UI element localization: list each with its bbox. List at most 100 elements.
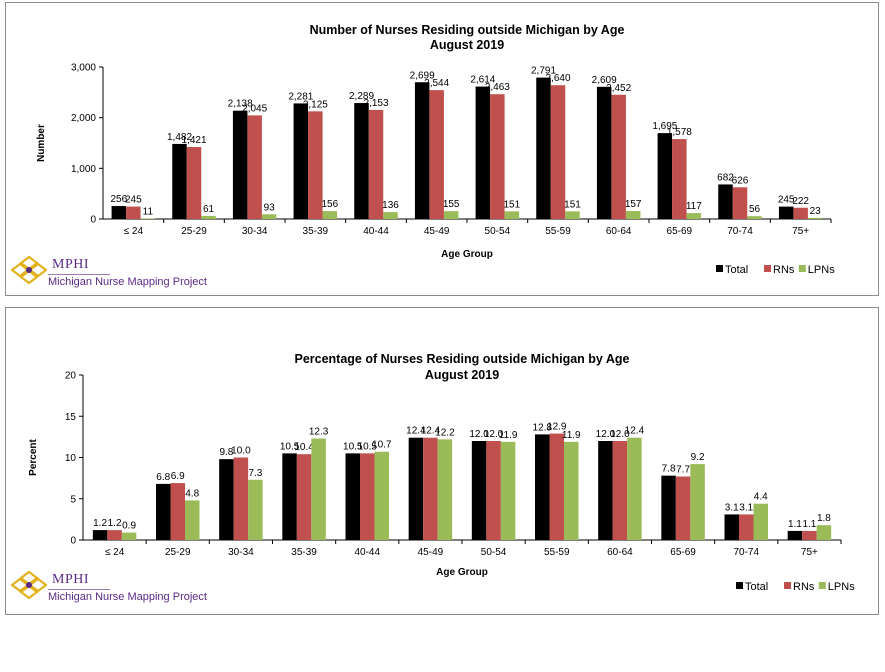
logo-subtitle: Michigan Nurse Mapping Project <box>48 276 207 288</box>
data-label: 3.1 <box>739 502 753 513</box>
logo-divider <box>48 274 110 275</box>
data-label: 12.0 <box>610 429 630 440</box>
x-tick-label: 75+ <box>792 226 809 237</box>
data-label: 9.2 <box>691 452 705 463</box>
bar-lpns-0 <box>121 532 137 540</box>
bar-lpns-2 <box>261 214 277 219</box>
bar-rns-6 <box>490 94 505 219</box>
bar-lpns-2 <box>248 479 263 540</box>
data-label: 1,482 <box>167 132 192 143</box>
y-tick-label: 1,000 <box>71 164 96 175</box>
legend-swatch-lpns <box>818 582 826 589</box>
data-label: 11.9 <box>562 430 581 441</box>
data-label: 7.8 <box>662 464 676 475</box>
bar-total-10 <box>718 184 733 219</box>
bar-rns-8 <box>611 94 626 219</box>
bar-total-1 <box>156 483 171 540</box>
x-tick-label: 35-39 <box>303 226 329 237</box>
x-tick-label: 40-44 <box>354 547 380 558</box>
logo-divider <box>48 589 110 590</box>
legend-label-lpns: LPNs <box>828 581 855 593</box>
y-tick-label: 0 <box>70 536 76 547</box>
bar-total-8 <box>598 441 613 540</box>
data-label: 2,289 <box>349 91 374 102</box>
bar-rns-1 <box>186 147 202 219</box>
bar-rns-7 <box>550 85 566 220</box>
bar-lpns-3 <box>311 438 326 540</box>
bar-total-11 <box>787 530 803 540</box>
data-label: 7.3 <box>248 468 262 479</box>
data-label: 245 <box>778 195 795 206</box>
data-label: 245 <box>125 195 142 206</box>
x-tick-label: 35-39 <box>291 547 317 558</box>
x-axis-title: Age Group <box>441 249 493 260</box>
data-label: 12.9 <box>547 422 567 433</box>
bar-total-3 <box>282 453 297 540</box>
x-tick-label: 55-59 <box>544 547 570 558</box>
bar-lpns-10 <box>747 216 762 219</box>
data-label: 2,463 <box>485 82 510 93</box>
bar-rns-11 <box>802 530 817 540</box>
bar-rns-0 <box>126 206 141 219</box>
y-tick-label: 15 <box>65 412 77 423</box>
legend-swatch-total <box>736 582 743 589</box>
bar-lpns-4 <box>374 451 389 540</box>
bar-rns-3 <box>308 111 323 219</box>
data-label: 11 <box>143 206 154 217</box>
bar-total-0 <box>92 530 108 540</box>
y-axis-title: Percent <box>28 438 39 475</box>
bar-rns-5 <box>423 437 438 540</box>
bar-lpns-6 <box>500 441 516 540</box>
data-label: 222 <box>792 196 809 207</box>
bar-rns-3 <box>296 454 312 540</box>
data-label: 10.5 <box>280 441 300 452</box>
y-tick-label: 0 <box>90 215 96 226</box>
bar-rns-2 <box>233 457 249 540</box>
data-label: 3.1 <box>725 502 739 513</box>
x-tick-label: 45-49 <box>424 226 450 237</box>
data-label: 10.5 <box>358 441 378 452</box>
bar-lpns-1 <box>185 500 200 540</box>
data-label: 10.0 <box>231 446 251 457</box>
data-label: 2,125 <box>303 99 328 110</box>
y-tick-label: 20 <box>65 371 77 382</box>
logo-name: MPHI <box>52 572 90 587</box>
legend-swatch-total <box>716 265 723 272</box>
chart-title-line: August 2019 <box>425 368 499 382</box>
data-label: 6.9 <box>171 471 185 482</box>
bar-total-10 <box>724 514 739 540</box>
bar-total-4 <box>354 103 369 219</box>
bar-rns-6 <box>486 441 501 540</box>
x-tick-label: 60-64 <box>606 226 632 237</box>
data-label: 256 <box>110 194 127 205</box>
bar-lpns-11 <box>816 525 832 540</box>
bar-total-5 <box>414 82 430 219</box>
bar-total-5 <box>408 437 424 540</box>
mphi-emblem-icon <box>11 255 47 285</box>
x-tick-label: ≤ 24 <box>105 547 125 558</box>
bar-total-8 <box>596 86 612 219</box>
data-label: 136 <box>382 200 399 211</box>
data-label: 2,138 <box>228 99 253 110</box>
x-tick-label: 40-44 <box>363 226 389 237</box>
data-label: 151 <box>503 199 520 210</box>
x-tick-label: 30-34 <box>228 547 254 558</box>
data-label: 1.8 <box>817 513 831 524</box>
bar-lpns-11 <box>807 217 823 219</box>
data-label: 12.4 <box>406 426 426 437</box>
bar-total-6 <box>475 86 491 219</box>
legend-label-rns: RNs <box>773 264 795 276</box>
bar-rns-0 <box>107 530 122 540</box>
bar-total-9 <box>661 475 676 540</box>
bar-total-7 <box>536 77 551 220</box>
bar-rns-8 <box>612 441 628 540</box>
bar-lpns-8 <box>625 211 641 219</box>
bar-rns-10 <box>732 187 748 219</box>
legend-label-lpns: LPNs <box>808 264 835 276</box>
bar-rns-2 <box>247 115 262 219</box>
bar-rns-7 <box>549 433 564 540</box>
bar-rns-4 <box>368 109 384 219</box>
legend-swatch-rns <box>764 265 771 272</box>
mphi-emblem-icon <box>11 570 47 600</box>
x-tick-label: 70-74 <box>733 547 759 558</box>
